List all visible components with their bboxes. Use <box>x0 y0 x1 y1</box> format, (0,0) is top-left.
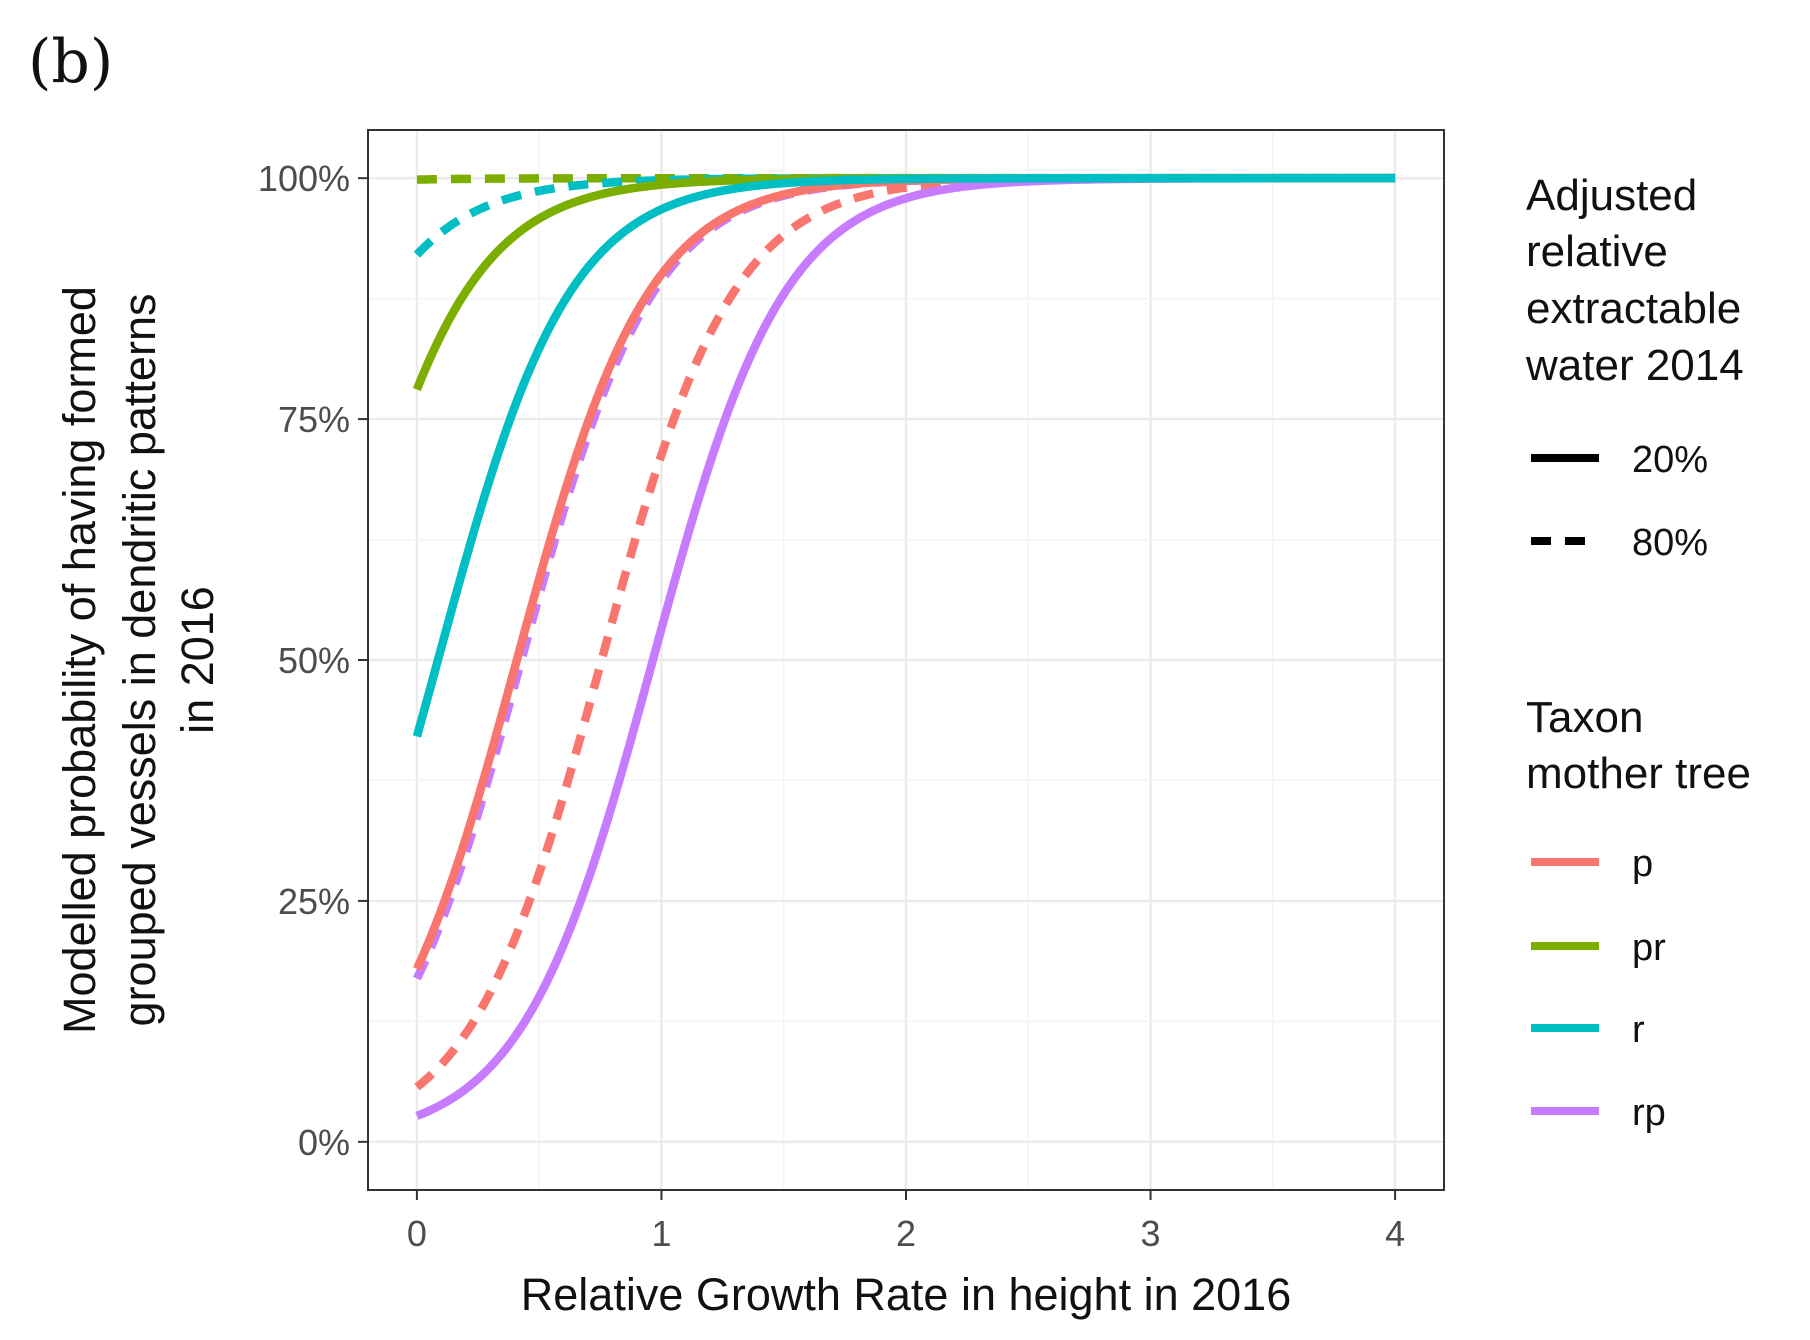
y-axis-title-line-1: Modelled probability of having formed <box>54 286 105 1034</box>
x-tick-label: 0 <box>407 1213 427 1254</box>
y-axis: 0% 25% 50% 75% 100% <box>258 158 368 1163</box>
y-tick-label: 50% <box>278 640 350 681</box>
legend-label-20: 20% <box>1632 439 1708 481</box>
legend-linetype-title-line-4: water 2014 <box>1525 341 1744 390</box>
grid <box>368 130 1444 1190</box>
series-lines <box>412 173 1396 1120</box>
legend-linetype-title-line-1: Adjusted <box>1526 171 1697 220</box>
legend-label-pr: pr <box>1632 927 1666 969</box>
y-axis-title-line-3: in 2016 <box>172 586 223 734</box>
x-axis-title: Relative Growth Rate in height in 2016 <box>521 1269 1291 1320</box>
legend-linetype-title-line-3: extractable <box>1526 284 1741 333</box>
y-tick-label: 75% <box>278 399 350 440</box>
legend-color-title-line-2: mother tree <box>1526 749 1751 798</box>
x-tick-label: 3 <box>1141 1213 1161 1254</box>
x-tick-label: 1 <box>651 1213 671 1254</box>
legend-label-p: p <box>1632 843 1653 885</box>
legend-linetype-title-line-2: relative <box>1526 227 1668 276</box>
y-axis-title-line-2: grouped vessels in dendritic patterns <box>114 294 165 1027</box>
series-line-r-20 <box>412 173 1396 738</box>
x-tick-label: 4 <box>1385 1213 1405 1254</box>
y-tick-label: 0% <box>298 1122 350 1163</box>
x-tick-label: 2 <box>896 1213 916 1254</box>
panel-label: (b) <box>28 27 113 97</box>
legend-label-r: r <box>1632 1009 1645 1051</box>
legend-label-80: 80% <box>1632 522 1708 564</box>
legend-label-rp: rp <box>1632 1092 1666 1134</box>
y-tick-label: 100% <box>258 158 350 199</box>
legend-linetype: Adjusted relative extractable water 2014… <box>1525 171 1744 564</box>
legend-color-title-line-1: Taxon <box>1526 693 1643 742</box>
legend-color: Taxon mother tree p pr r rp <box>1526 693 1751 1134</box>
y-tick-label: 25% <box>278 881 350 922</box>
y-axis-title: Modelled probability of having formed gr… <box>54 286 223 1034</box>
x-axis: 0 1 2 3 4 <box>407 1190 1405 1254</box>
